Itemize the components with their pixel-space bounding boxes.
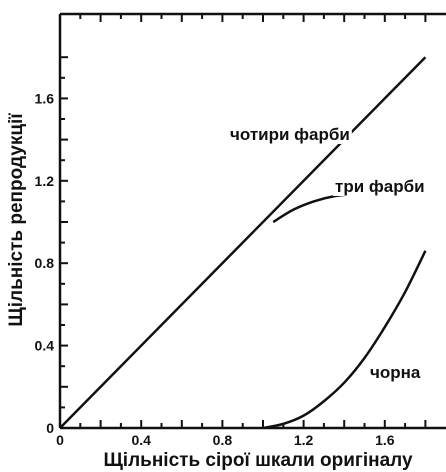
y-tick-label: 0.8 [35,255,55,271]
series-line-1 [60,56,427,428]
series-line-3 [262,250,427,428]
x-tick-label: 0 [56,432,64,448]
x-tick-label: 1.6 [375,432,395,448]
x-tick-label: 1.2 [294,432,314,448]
x-axis-title: Щільність сірої шкали оригіналу [103,450,413,471]
curve-label-bg [228,125,352,144]
y-tick-label: 1.2 [35,173,55,189]
curve-label: чотири фарби [230,125,350,144]
x-tick-label: 0.8 [213,432,233,448]
curve-label-bg [333,177,427,196]
x-tick-label: 0.4 [131,432,151,448]
y-axis-title: Щільність репродукції [6,113,27,327]
curve-label-bg [368,363,423,382]
y-tick-label: 0.4 [35,338,55,354]
curve-label: три фарби [335,177,425,196]
curve-label: чорна [370,363,421,382]
series-line-2 [272,190,426,224]
y-tick-label: 1.6 [35,90,55,106]
y-tick-label: 0 [46,420,54,436]
